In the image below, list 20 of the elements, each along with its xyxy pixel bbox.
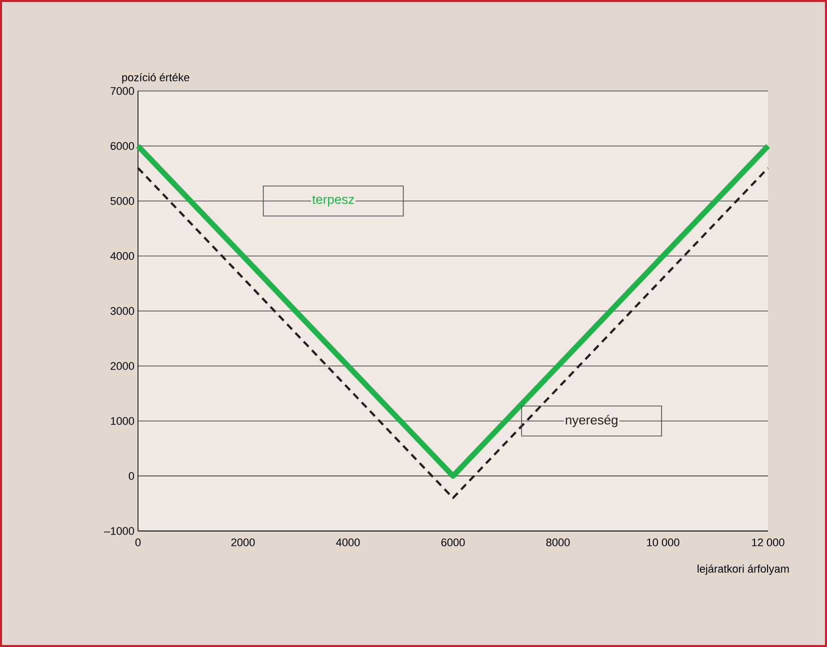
x-tick-label: 2000 — [231, 538, 255, 546]
text: terpesz — [312, 195, 354, 207]
y-tick-label: 4000 — [110, 252, 134, 260]
y-tick-label: 6000 — [110, 142, 134, 150]
x-tick-label: 12 000 — [752, 538, 784, 546]
x-tick-label: 10 000 — [647, 538, 680, 546]
x-tick-label: 6000 — [441, 538, 465, 546]
series-label: nyereség — [566, 414, 618, 428]
y-tick-label: 3000 — [110, 307, 134, 315]
y-axis-title: pozíció értéke — [122, 73, 190, 84]
x-tick-label: 4000 — [336, 538, 360, 546]
x-axis-title: lejáratkori árfolyam — [698, 564, 789, 575]
y-tick-label: 5000 — [110, 197, 134, 205]
y-tick-label: –1000 — [104, 527, 134, 535]
x-tick-label: 0 — [135, 538, 141, 546]
y-tick-label: 0 — [128, 472, 134, 480]
y-tick-label: 1000 — [110, 417, 134, 425]
y-tick-label: 2000 — [110, 362, 134, 370]
x-tick-label: 8000 — [546, 538, 570, 546]
y-tick-label: 7000 — [110, 87, 134, 95]
